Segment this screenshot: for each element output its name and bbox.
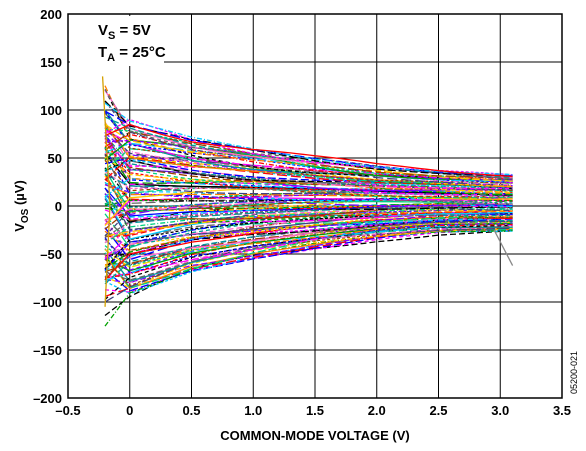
annotation-temperature: TA = 25°C — [98, 44, 166, 64]
y-tick-label: 50 — [48, 151, 62, 166]
annotation-ta-sub: A — [107, 52, 115, 64]
series-line — [104, 123, 513, 178]
series-line — [104, 111, 513, 183]
series-line — [104, 132, 513, 187]
x-tick-label: 2.5 — [429, 403, 447, 418]
series-line — [104, 142, 513, 182]
series-line — [104, 110, 513, 177]
x-tick-label: –0.5 — [55, 403, 80, 418]
x-tick-label: 1.0 — [244, 403, 262, 418]
series-line — [104, 213, 513, 267]
annotation-background — [70, 16, 164, 66]
y-tick-label: 200 — [40, 7, 62, 22]
series-line — [104, 122, 513, 187]
y-axis-label: VOS (µV) — [12, 180, 31, 232]
series-line — [104, 182, 513, 202]
y-tick-labels: 200 150 100 50 0 –50 –100 –150 –200 — [33, 7, 62, 406]
series-line — [104, 222, 513, 281]
y-axis-label-main: V — [12, 223, 27, 232]
series-line — [104, 216, 513, 252]
x-tick-label: 1.5 — [306, 403, 324, 418]
y-tick-label: 150 — [40, 55, 62, 70]
y-axis-label-unit: (µV) — [12, 180, 27, 208]
x-tick-label: 0 — [126, 403, 133, 418]
y-tick-label: 0 — [55, 199, 62, 214]
series-line — [104, 150, 513, 186]
series-line — [104, 210, 513, 238]
series-line — [104, 226, 513, 284]
series-line — [104, 156, 513, 187]
series-line — [104, 146, 513, 196]
series-line — [104, 193, 513, 216]
series-line — [104, 223, 513, 279]
figure-id: 05200-021 — [569, 351, 579, 394]
series-line — [104, 135, 513, 196]
x-tick-label: 2.0 — [368, 403, 386, 418]
series-line — [104, 167, 513, 202]
series-line — [104, 223, 513, 274]
series-line — [104, 127, 513, 186]
series-line — [104, 131, 513, 179]
series-line — [104, 159, 513, 198]
series-line — [104, 188, 513, 227]
series-line — [104, 177, 513, 198]
x-tick-label: 0.5 — [182, 403, 200, 418]
series-line — [104, 205, 513, 220]
series-layer — [101, 76, 514, 327]
series-line — [104, 206, 513, 244]
x-axis-label: COMMON-MODE VOLTAGE (V) — [220, 428, 409, 443]
annotation-ta-value: = 25°C — [115, 44, 166, 61]
y-tick-label: –100 — [33, 295, 62, 310]
x-tick-label: 3.0 — [491, 403, 509, 418]
series-line — [104, 229, 513, 327]
plot-frame — [67, 13, 563, 399]
annotation-vs-sub: S — [108, 30, 115, 42]
y-tick-label: –200 — [33, 391, 62, 406]
series-line — [101, 76, 111, 307]
series-line — [104, 203, 513, 221]
series-line — [104, 221, 513, 269]
annotation-ta-main: T — [98, 44, 107, 61]
annotation-box: VS = 5V TA = 25°C — [70, 16, 166, 66]
y-tick-label: –150 — [33, 343, 62, 358]
y-tick-label: 100 — [40, 103, 62, 118]
y-axis-label-sub: OS — [20, 208, 31, 223]
series-line — [104, 214, 513, 247]
series-line — [104, 220, 513, 266]
series-line — [104, 222, 513, 272]
annotation-supply-voltage: VS = 5V — [98, 22, 151, 42]
series-line — [493, 229, 514, 266]
series-line — [104, 187, 513, 231]
series-line — [104, 178, 513, 212]
series-line — [104, 206, 513, 238]
series-line — [104, 193, 513, 224]
x-tick-label: 3.5 — [553, 403, 571, 418]
series-line — [104, 148, 513, 184]
series-line — [104, 128, 513, 178]
series-line — [104, 118, 513, 176]
series-line — [104, 170, 513, 198]
x-tick-labels: –0.5 0 0.5 1.0 1.5 2.0 2.5 3.0 3.5 — [55, 403, 571, 418]
series-line — [104, 129, 513, 184]
series-line — [104, 147, 513, 192]
series-line — [104, 212, 513, 270]
series-line — [104, 197, 513, 225]
series-line — [104, 175, 513, 212]
y-tick-label: –50 — [40, 247, 62, 262]
annotation-vs-value: = 5V — [115, 22, 150, 39]
series-line — [104, 227, 513, 289]
series-line — [104, 187, 513, 205]
annotation-vs-main: V — [98, 22, 108, 39]
